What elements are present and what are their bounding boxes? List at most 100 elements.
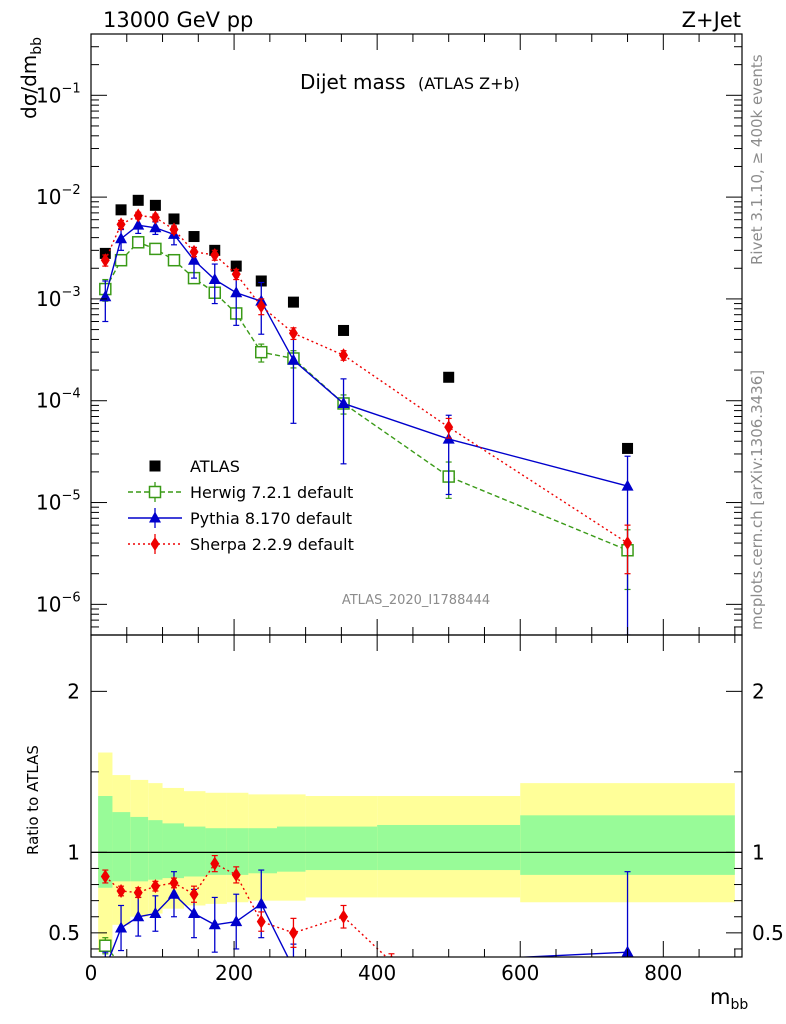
- data-point: [132, 194, 144, 206]
- data-point: [149, 199, 161, 211]
- tick-base: 10: [36, 592, 61, 616]
- x-tick-label: 200: [215, 961, 253, 985]
- y-tick-label: 10−6: [36, 590, 81, 616]
- data-point: [114, 253, 128, 267]
- data-point: [133, 208, 143, 223]
- x-tick-label: 800: [644, 961, 682, 985]
- ratio-y-tick-label-right: 1: [752, 840, 765, 864]
- tick-exponent: −3: [61, 285, 80, 300]
- x-tick-label: 0: [85, 961, 98, 985]
- data-point: [287, 353, 300, 365]
- data-point: [288, 925, 298, 940]
- data-point: [188, 253, 201, 265]
- legend-marker: [150, 537, 160, 551]
- inner-band: [130, 816, 149, 882]
- data-point: [131, 236, 145, 249]
- y-tick-label: 10−4: [36, 387, 81, 413]
- tick-base: 10: [36, 287, 61, 311]
- legend-label: Pythia 8.170 default: [190, 509, 352, 528]
- inner-band: [377, 824, 521, 871]
- data-point: [100, 253, 110, 268]
- energy-label: 13000 GeV pp: [103, 8, 253, 32]
- data-point: [339, 348, 349, 363]
- data-point: [231, 867, 241, 882]
- inner-band: [184, 826, 206, 877]
- data-point: [115, 921, 128, 933]
- data-point: [150, 210, 160, 225]
- data-point: [169, 222, 179, 237]
- main-frame: [90, 33, 743, 636]
- data-point: [116, 883, 126, 898]
- data-point: [132, 910, 145, 922]
- legend: ATLAS Herwig 7.2.1 default Pythia 8.170 de…: [128, 457, 354, 554]
- data-point: [338, 324, 350, 336]
- data-point: [132, 218, 145, 230]
- data-point: [444, 420, 454, 435]
- data-point: [230, 260, 242, 272]
- data-point: [149, 221, 162, 233]
- data-point: [115, 232, 128, 244]
- analysis-id: ATLAS_2020_I1788444: [342, 593, 490, 608]
- data-point: [255, 275, 267, 287]
- legend-label: ATLAS: [190, 457, 240, 476]
- data-point: [231, 267, 241, 282]
- series-pythia: [99, 217, 634, 635]
- data-point: [443, 371, 455, 383]
- data-point: [115, 204, 127, 216]
- tick-exponent: −1: [61, 81, 80, 96]
- data-point: [208, 273, 221, 285]
- tick-base: 10: [36, 491, 61, 515]
- inner-band: [226, 828, 249, 875]
- x-axis-label: mbb: [710, 985, 748, 1013]
- x-tick-label: 600: [501, 961, 539, 985]
- data-point: [255, 897, 268, 909]
- data-point: [189, 887, 199, 902]
- tick-base: 10: [36, 185, 61, 209]
- data-point: [116, 960, 127, 971]
- y-tick-label: 10−2: [36, 183, 81, 209]
- y-tick-label: 10−3: [36, 285, 81, 311]
- inner-band: [148, 820, 163, 880]
- data-point: [287, 296, 299, 308]
- inner-band: [305, 826, 378, 871]
- axis-ticks: 10−110−210−310−410−510−60 200 400 600 8000.5…: [36, 33, 784, 985]
- inner-band: [98, 796, 113, 888]
- ratio-y-tick-label: 0.5: [48, 921, 80, 945]
- ratio-y-axis-label: Ratio to ATLAS: [24, 745, 42, 855]
- ratio-y-tick-label: 1: [67, 840, 80, 864]
- data-point: [167, 887, 180, 899]
- series-line-pythia: [104, 224, 628, 487]
- tick-exponent: −6: [61, 590, 80, 605]
- data-point: [256, 299, 266, 314]
- chart-title: Dijet mass (ATLAS Z+b): [300, 70, 520, 94]
- tick-base: 10: [36, 83, 61, 107]
- data-point: [149, 242, 162, 256]
- data-point: [210, 248, 220, 263]
- tick-exponent: −5: [61, 489, 80, 504]
- tick-base: 10: [36, 389, 61, 413]
- data-point: [623, 536, 633, 551]
- data-point: [188, 907, 201, 919]
- data-point: [149, 907, 162, 919]
- mcplots-label: mcplots.cern.ch [arXiv:1306.3436]: [748, 370, 766, 630]
- data-point: [255, 345, 268, 359]
- y-tick-label: 10−1: [36, 81, 81, 107]
- series-atlas: [99, 194, 634, 454]
- data-point: [337, 396, 350, 408]
- legend-label: Sherpa 2.2.9 default: [190, 535, 354, 554]
- data-point: [230, 915, 243, 927]
- data-point: [189, 244, 199, 259]
- inner-band: [520, 815, 735, 875]
- data-point: [256, 914, 266, 929]
- inner-band: [162, 823, 184, 879]
- tick-exponent: −4: [61, 387, 80, 402]
- inner-band: [112, 812, 131, 882]
- data-point: [622, 442, 634, 454]
- legend-marker: [149, 511, 161, 523]
- data-point: [188, 231, 200, 243]
- ratio-y-tick-label-right: 2: [752, 679, 765, 703]
- data-point: [100, 869, 110, 884]
- series-line-sherpa: [104, 214, 628, 544]
- ratio-y-tick-label-right: 0.5: [752, 921, 784, 945]
- data-point: [339, 909, 349, 924]
